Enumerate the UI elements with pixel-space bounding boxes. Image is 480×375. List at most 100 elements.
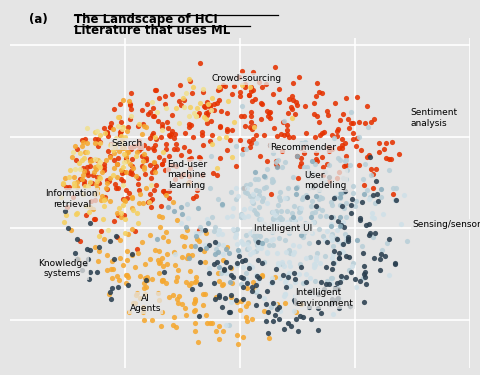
Point — [305, 224, 312, 230]
Point — [251, 96, 259, 102]
Point — [204, 265, 212, 271]
Point — [318, 298, 325, 304]
Point — [228, 154, 236, 160]
Point — [156, 270, 163, 276]
Point — [308, 158, 316, 164]
Point — [131, 228, 138, 234]
Point — [260, 308, 267, 314]
Point — [94, 190, 101, 196]
Point — [106, 198, 114, 204]
Point — [376, 256, 384, 262]
Point — [189, 90, 196, 96]
Point — [82, 136, 89, 142]
Point — [254, 257, 262, 263]
Point — [284, 110, 291, 116]
Point — [370, 116, 378, 122]
Point — [299, 194, 306, 200]
Point — [276, 308, 284, 314]
Point — [243, 285, 251, 291]
Point — [359, 250, 367, 256]
Point — [157, 134, 165, 140]
Point — [94, 185, 101, 191]
Point — [232, 231, 240, 237]
Point — [96, 140, 104, 146]
Point — [297, 154, 305, 160]
Point — [233, 332, 241, 338]
Point — [323, 213, 330, 219]
Point — [346, 124, 353, 130]
Point — [93, 174, 101, 180]
Point — [82, 212, 90, 218]
Point — [309, 292, 316, 298]
Point — [285, 135, 292, 141]
Point — [269, 318, 277, 324]
Point — [284, 320, 292, 326]
Point — [108, 126, 116, 132]
Point — [185, 255, 193, 261]
Point — [311, 278, 319, 284]
Point — [366, 230, 373, 236]
Point — [361, 269, 369, 275]
Text: Recommender: Recommender — [270, 143, 336, 152]
Point — [274, 250, 281, 256]
Point — [72, 184, 80, 190]
Point — [201, 260, 208, 266]
Point — [328, 146, 336, 152]
Point — [117, 167, 124, 173]
Point — [75, 160, 83, 166]
Point — [359, 176, 366, 182]
Point — [131, 300, 139, 306]
Point — [143, 277, 150, 283]
Point — [243, 185, 251, 191]
Point — [297, 144, 304, 150]
Point — [191, 320, 199, 326]
Point — [324, 161, 331, 167]
Point — [355, 120, 363, 126]
Point — [135, 147, 143, 153]
Point — [141, 151, 148, 157]
Point — [217, 108, 225, 114]
Point — [71, 250, 78, 256]
Point — [182, 312, 190, 318]
Point — [400, 192, 408, 198]
Point — [288, 93, 296, 99]
Point — [264, 330, 272, 336]
Point — [297, 301, 305, 307]
Point — [257, 116, 264, 122]
Point — [269, 150, 277, 156]
Point — [365, 221, 372, 227]
Point — [117, 214, 125, 220]
Point — [113, 273, 120, 279]
Point — [239, 185, 246, 191]
Point — [227, 189, 235, 195]
Point — [269, 236, 276, 242]
Point — [283, 122, 290, 128]
Point — [139, 158, 146, 164]
Point — [300, 314, 307, 320]
Point — [338, 136, 346, 142]
Point — [220, 267, 228, 273]
Point — [392, 197, 399, 203]
Point — [185, 76, 192, 82]
Point — [276, 316, 283, 322]
Point — [216, 336, 223, 342]
Point — [95, 248, 103, 254]
Point — [169, 198, 177, 204]
Point — [245, 300, 252, 306]
Point — [150, 159, 157, 165]
Point — [63, 204, 71, 210]
Point — [342, 214, 349, 220]
Point — [175, 120, 183, 126]
Point — [278, 221, 286, 227]
Point — [186, 165, 193, 171]
Point — [106, 238, 113, 244]
Point — [187, 122, 195, 128]
Point — [253, 273, 261, 279]
Point — [133, 290, 141, 296]
Point — [245, 138, 252, 144]
Point — [278, 261, 286, 267]
Point — [223, 126, 231, 132]
Point — [262, 237, 270, 243]
Point — [126, 144, 134, 150]
Point — [114, 114, 121, 120]
